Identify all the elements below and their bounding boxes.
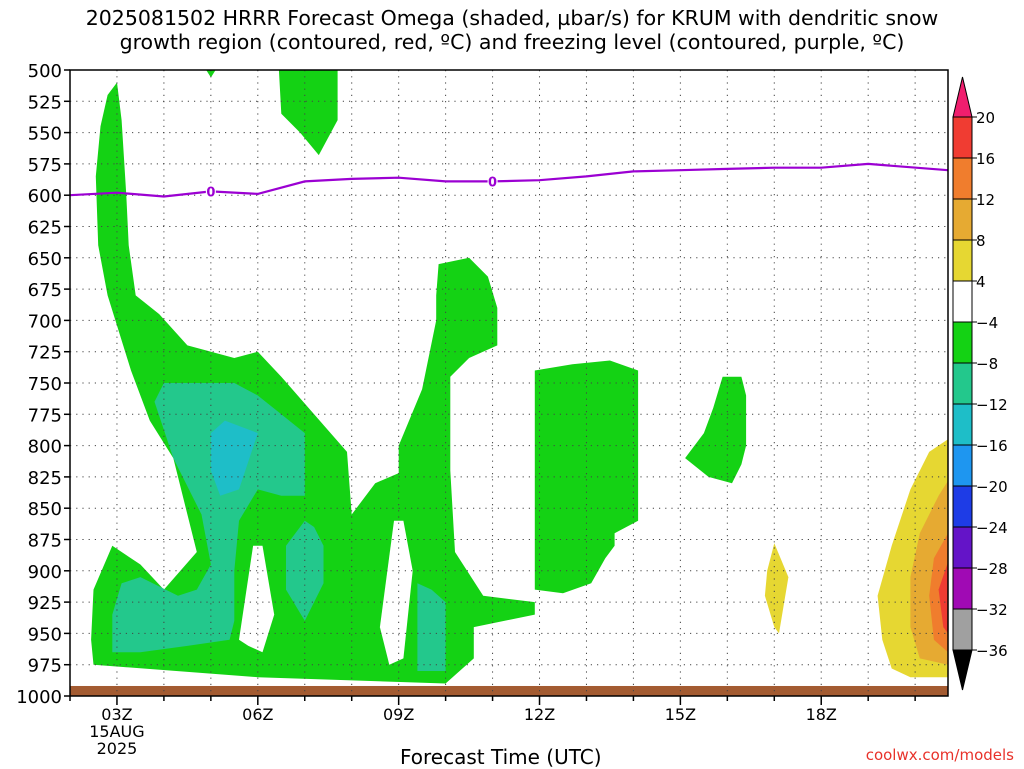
y-tick-label: 850 [28, 499, 62, 520]
freezing-level-label-bg [205, 184, 216, 199]
y-tick-label: 725 [28, 343, 62, 364]
shade-hole-2 [379, 520, 413, 665]
colorbar-swatch [952, 321, 973, 364]
shade-omega-minus-4-east [685, 376, 747, 484]
colorbar-label: −28 [976, 560, 1008, 578]
colorbar-top-triangle [952, 76, 973, 118]
colorbar-label: −36 [976, 642, 1008, 660]
colorbar-bottom-triangle [952, 649, 973, 691]
y-tick-label: 600 [28, 186, 62, 207]
shade-omega-minus-4-top-small [206, 70, 216, 78]
colorbar-swatch [952, 444, 973, 487]
chart-title-line-1: 2025081502 HRRR Forecast Omega (shaded, … [85, 6, 939, 30]
shade-omega-minus-8-a [112, 383, 305, 653]
shade-omega-minus-8-b [286, 520, 324, 621]
y-tick-label: 775 [28, 405, 62, 426]
shade-omega-minus-4-top [278, 70, 338, 156]
colorbar-swatch [952, 239, 973, 282]
shade-omega-minus-4-mid [534, 360, 639, 594]
y-tick-label: 575 [28, 155, 62, 176]
chart-title-line-2: growth region (contoured, red, ºC) and f… [119, 30, 905, 54]
colorbar-swatch [952, 280, 973, 323]
freezing-level-label: 0 [488, 175, 497, 190]
x-tick-label: 06Z [242, 705, 273, 724]
colorbar-swatch [952, 403, 973, 446]
freezing-level-line [69, 162, 949, 198]
chart-title: 2025081502 HRRR Forecast Omega (shaded, … [0, 6, 1024, 54]
x-tick-label: 12Z [524, 705, 555, 724]
y-tick-label: 625 [28, 218, 62, 239]
colorbar-label: 8 [976, 232, 986, 250]
y-tick-label: 700 [28, 311, 62, 332]
y-tick-label: 975 [28, 656, 62, 677]
y-tick-label: 550 [28, 124, 62, 145]
shade-omega-plus-16-east [938, 562, 948, 634]
y-tick-label: 650 [28, 249, 62, 270]
x-tick-label: 03Z [101, 705, 132, 724]
colorbar-label: 4 [976, 273, 986, 291]
date-label: 15AUG [89, 722, 144, 741]
x-tick-label: 09Z [383, 705, 414, 724]
y-tick-label: 675 [28, 280, 62, 301]
shade-omega-minus-8-c [417, 583, 446, 671]
x-axis-title: Forecast Time (UTC) [400, 745, 602, 769]
colorbar-label: −16 [976, 437, 1008, 455]
shade-omega-minus-4-main [91, 82, 535, 684]
y-tick-label: 900 [28, 562, 62, 583]
colorbar-swatch [952, 608, 973, 651]
freezing-level-label: 0 [206, 185, 215, 200]
shade-hole-1 [239, 545, 275, 653]
colorbar-label: −24 [976, 519, 1008, 537]
colorbar-swatch [952, 362, 973, 405]
y-tick-label: 800 [28, 437, 62, 458]
x-tick-label: 15Z [665, 705, 696, 724]
colorbar-label: −32 [976, 601, 1008, 619]
colorbar-label: 12 [976, 191, 995, 209]
shade-omega-minus-12 [210, 420, 258, 496]
colorbar-label: −12 [976, 396, 1008, 414]
colorbar-swatch [952, 526, 973, 569]
colorbar-label: 16 [976, 150, 995, 168]
date-label: 2025 [97, 739, 138, 758]
y-tick-label: 825 [28, 468, 62, 489]
shade-omega-plus-4-small [764, 543, 789, 634]
colorbar-label: −8 [976, 355, 998, 373]
colorbar-label: 20 [976, 109, 995, 127]
y-tick-label: 1000 [16, 687, 62, 708]
y-tick-label: 750 [28, 374, 62, 395]
colorbar-label: −20 [976, 478, 1008, 496]
colorbar-swatch [952, 198, 973, 241]
colorbar-swatch [952, 567, 973, 610]
colorbar-label: −4 [976, 314, 998, 332]
colorbar-swatch [952, 116, 973, 159]
terrain-band [70, 685, 948, 696]
colorbar-swatch [952, 157, 973, 200]
y-tick-label: 875 [28, 531, 62, 552]
credit-link[interactable]: coolwx.com/models [865, 746, 1014, 764]
freezing-level-label-bg [487, 174, 498, 189]
y-tick-label: 500 [28, 61, 62, 82]
colorbar-swatch [952, 485, 973, 528]
x-tick-label: 18Z [806, 705, 837, 724]
y-tick-label: 950 [28, 624, 62, 645]
y-tick-label: 525 [28, 92, 62, 113]
y-tick-label: 925 [28, 593, 62, 614]
